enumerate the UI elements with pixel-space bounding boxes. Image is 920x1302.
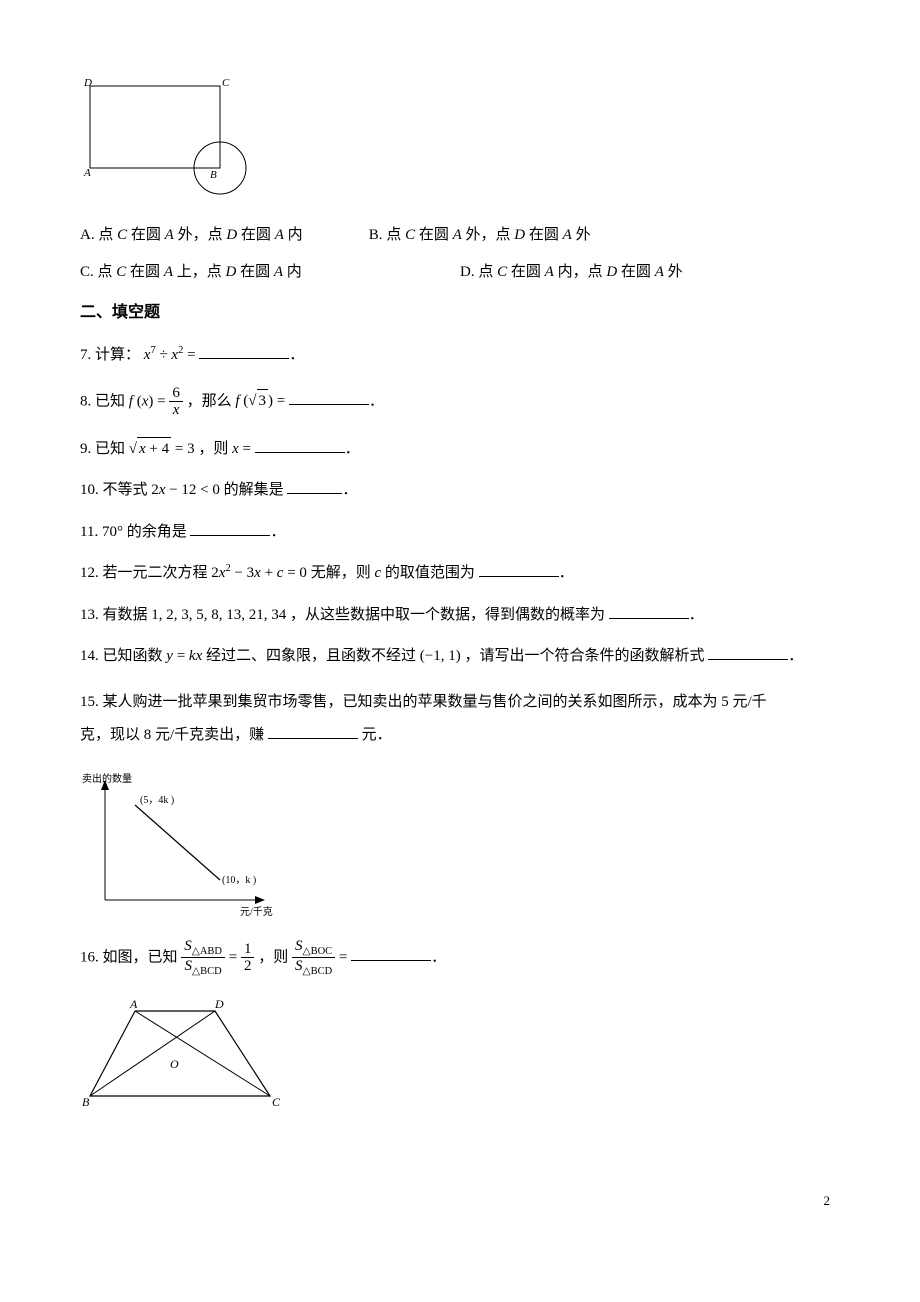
q6-option-a: A. 点 C 在圆 A 外，点 D 在圆 A 内 [80,224,369,247]
q8: 8. 已知 f (x) = 6x ，那么 f (√3) = ． [80,385,840,419]
q11-blank [190,520,270,536]
q6-option-c: C. 点 C 在圆 A 上，点 D 在圆 A 内 [80,261,460,284]
svg-text:B: B [82,1095,90,1109]
svg-text:O: O [170,1057,179,1071]
svg-text:卖出的数量: 卖出的数量 [82,772,132,785]
q16: 16. 如图，已知 S△ABD S△BCD = 1 2 ，则 S△BOC S△B… [80,938,840,978]
q7-blank [199,343,289,359]
q9-blank [255,437,345,453]
q15-blank [268,723,358,739]
svg-text:D: D [214,997,224,1011]
figure-q16-svg: A D B C O [80,996,290,1111]
q8-blank [289,389,369,405]
q16-blank [351,945,431,961]
q13-blank [609,603,689,619]
svg-text:(5，4k ): (5，4k ) [140,795,174,806]
page-number: 2 [80,1191,840,1211]
svg-text:C: C [272,1095,281,1109]
q7: 7. 计算： x7 ÷ x2 = ． [80,343,840,367]
q14-blank [708,644,788,660]
svg-text:元/千克: 元/千克 [240,906,273,918]
q12: 12. 若一元二次方程 2x2 − 3x + c = 0 无解，则 c 的取值范… [80,561,840,585]
q12-blank [479,561,559,577]
svg-text:(10，k ): (10，k ) [222,875,256,886]
q15: 15. 某人购进一批苹果到集贸市场零售，已知卖出的苹果数量与售价之间的关系如图所… [80,686,840,752]
svg-text:B: B [210,169,217,181]
q6-options: A. 点 C 在圆 A 外，点 D 在圆 A 内 B. 点 C 在圆 A 外，点… [80,224,840,283]
q6-option-b: B. 点 C 在圆 A 外，点 D 在圆 A 外 [369,224,591,247]
svg-text:A: A [83,167,91,179]
q11: 11. 70° 的余角是 ． [80,520,840,544]
q6-option-d: D. 点 C 在圆 A 内，点 D 在圆 A 外 [460,261,683,284]
q9: 9. 已知 √x + 4 = 3 ，则 x = ． [80,437,840,461]
figure-q15: 卖出的数量 元/千克 (5，4k ) (10，k ) [80,770,840,920]
section-2-title: 二、填空题 [80,301,840,325]
q13: 13. 有数据 1, 2, 3, 5, 8, 13, 21, 34 ，从这些数据… [80,603,840,627]
q10-blank [287,478,342,494]
q14: 14. 已知函数 y = kx 经过二、四象限，且函数不经过 (−1, 1) ，… [80,644,840,668]
figure-q15-svg: 卖出的数量 元/千克 (5，4k ) (10，k ) [80,770,280,920]
figure-q6-svg: D C A B [80,76,260,206]
svg-text:C: C [222,77,230,89]
svg-text:A: A [129,997,138,1011]
figure-q6: D C A B [80,76,840,206]
figure-q16: A D B C O [80,996,840,1111]
svg-text:D: D [83,77,92,89]
q10: 10. 不等式 2x − 12 < 0 的解集是 ． [80,478,840,502]
